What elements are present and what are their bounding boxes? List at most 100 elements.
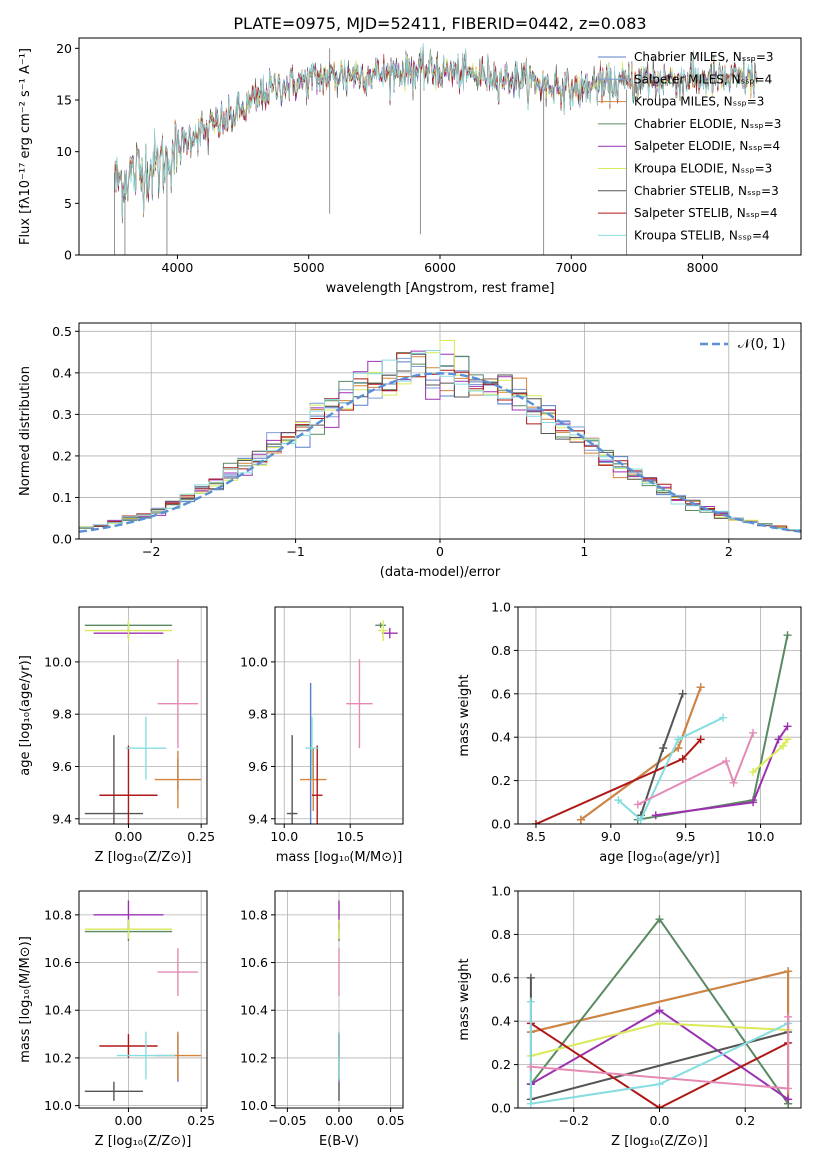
- weight-series: [639, 693, 684, 816]
- weight-point: [651, 811, 660, 820]
- y-tick-label: 15: [56, 93, 72, 108]
- weight-point: [774, 735, 783, 744]
- y-tick-label: 1.0: [491, 600, 511, 615]
- y-tick-label: 10.0: [240, 1098, 268, 1113]
- weight-point: [526, 997, 535, 1006]
- weight-point: [784, 1012, 793, 1021]
- weight-point: [526, 1099, 535, 1108]
- weight-point: [659, 744, 668, 753]
- y-axis-label: mass [log₁₀(M/M⊙)]: [18, 936, 33, 1063]
- legend-label: Salpeter MILES, Nₛₛₚ=4: [634, 72, 772, 86]
- y-tick-label: 10.4: [44, 1003, 72, 1018]
- residuals-marks: [79, 340, 801, 533]
- weight-point: [526, 1062, 535, 1071]
- weight-point: [655, 1080, 664, 1089]
- weight-series: [637, 732, 755, 806]
- y-tick-label: 0.0: [52, 532, 72, 547]
- histogram-series: [79, 340, 801, 531]
- weight-point: [674, 735, 683, 744]
- residuals-panel: −2 −1 0 1 2 0.0 0.1 0.2 0.3 0.4 0.5 (data-model)/er…: [18, 322, 802, 580]
- y-tick-label: 9.8: [52, 707, 72, 722]
- spectrum-marks: [114, 43, 758, 255]
- y-tick-label: 0.6: [491, 686, 511, 701]
- weight-point: [749, 798, 758, 807]
- y-axis-label: Flux [fλ10⁻¹⁷ erg cm⁻² s⁻¹ A⁻¹]: [18, 48, 33, 245]
- histogram-series: [79, 353, 801, 531]
- x-tick-label: 10.5: [336, 829, 364, 844]
- weight-series: [580, 686, 702, 821]
- histogram-series: [79, 350, 801, 530]
- x-tick-label: 0: [436, 544, 444, 559]
- y-tick-label: 0.2: [52, 448, 72, 463]
- y-tick-label: 10.0: [240, 654, 268, 669]
- x-tick-label: 0.00: [325, 1113, 353, 1128]
- y-tick-label: 9.4: [248, 811, 268, 826]
- age_vs_mass-marks: [286, 620, 398, 824]
- weight-series: [529, 1001, 789, 1105]
- weight_vs_Z-panel: −0.2 0.0 0.2 0.0 0.2 0.4 0.6 0.8 1.0 Z [log₁₀(Z/Z…: [457, 884, 802, 1149]
- y-axis-label: mass weight: [457, 674, 472, 756]
- x-tick-label: 5000: [293, 260, 325, 275]
- y-tick-label: 0.8: [491, 927, 511, 942]
- y-axis-label: Normed distribution: [18, 366, 33, 496]
- x-tick-label: 0.25: [187, 829, 215, 844]
- y-axis-label: age [log₁₀(age/yr)]: [18, 655, 33, 776]
- y-tick-label: 0.2: [491, 773, 511, 788]
- legend-label: Kroupa ELODIE, Nₛₛₚ=3: [634, 162, 772, 176]
- axes-frame: [274, 606, 404, 825]
- x-tick-label: 6000: [424, 260, 456, 275]
- legend-label: Salpeter ELODIE, Nₛₛₚ=4: [634, 139, 780, 153]
- weight-point: [783, 722, 792, 731]
- y-tick-label: 0.4: [491, 1014, 511, 1029]
- x-axis-label: Z [log₁₀(Z/Z⊙)]: [95, 850, 192, 865]
- weight-point: [576, 815, 585, 824]
- y-tick-label: 9.6: [52, 759, 72, 774]
- weight-series: [617, 716, 724, 822]
- age_vs_Z-panel: 0.00 0.25 9.4 9.6 9.8 10.0 Z [log₁₀(Z/Z⊙)] age …: [18, 606, 215, 865]
- y-tick-label: 10.6: [44, 955, 72, 970]
- y-tick-label: 10.4: [240, 1003, 268, 1018]
- legend: Chabrier MILES, Nₛₛₚ=3 Salpeter MILES, Nₛ…: [598, 50, 781, 242]
- y-tick-label: 10.0: [44, 1098, 72, 1113]
- weight_vs_age-panel: 8.5 9.0 9.5 10.0 0.0 0.2 0.4 0.6 0.8 1.0 age [log₁…: [457, 600, 802, 865]
- x-tick-label: −0.05: [268, 1113, 306, 1128]
- y-tick-label: 10.6: [240, 955, 268, 970]
- weight_vs_age-marks: [531, 631, 792, 824]
- axes-frame: [78, 606, 208, 825]
- y-tick-label: 0.0: [491, 817, 511, 832]
- mass_vs_Z-marks: [84, 900, 202, 1101]
- legend-label: Chabrier STELIB, Nₛₛₚ=3: [634, 184, 779, 198]
- x-tick-label: 1: [580, 544, 588, 559]
- weight-point: [655, 1104, 664, 1108]
- x-tick-label: 8.5: [526, 829, 546, 844]
- axes-frame: [78, 890, 208, 1109]
- y-tick-label: 10.8: [44, 907, 72, 922]
- weight-point: [678, 689, 687, 698]
- axes-frame: [517, 606, 802, 825]
- x-tick-label: 10.0: [270, 829, 298, 844]
- x-tick-label: −0.2: [559, 1113, 589, 1128]
- y-tick-label: 0.5: [52, 324, 72, 339]
- x-tick-label: 0.2: [735, 1113, 755, 1128]
- weight-point: [655, 1006, 664, 1015]
- age_vs_mass-panel: 10.0 10.5 9.4 9.6 9.8 10.0 mass [log₁₀(M/M⊙)]: [240, 606, 404, 865]
- weight-series: [655, 725, 789, 817]
- y-tick-label: 1.0: [491, 884, 511, 899]
- legend-label: Kroupa STELIB, Nₛₛₚ=4: [634, 228, 770, 242]
- age_vs_Z-marks: [84, 620, 202, 824]
- x-tick-label: 0.00: [115, 1113, 143, 1128]
- y-tick-label: 10.8: [240, 907, 268, 922]
- x-axis-label: E(B-V): [319, 1134, 359, 1149]
- mass_vs_Z-panel: 0.00 0.25 10.0 10.2 10.4 10.6 10.8 Z [log₁₀(Z/Z…: [18, 890, 215, 1149]
- x-tick-label: 7000: [555, 260, 587, 275]
- weight-point: [784, 1095, 793, 1104]
- x-axis-label: Z [log₁₀(Z/Z⊙)]: [95, 1134, 192, 1149]
- weight-point: [783, 735, 792, 744]
- y-tick-label: 0.4: [52, 365, 72, 380]
- x-tick-label: 0.25: [187, 1113, 215, 1128]
- x-tick-label: −1: [286, 544, 304, 559]
- weight-point: [674, 744, 683, 753]
- y-tick-label: 9.4: [52, 811, 72, 826]
